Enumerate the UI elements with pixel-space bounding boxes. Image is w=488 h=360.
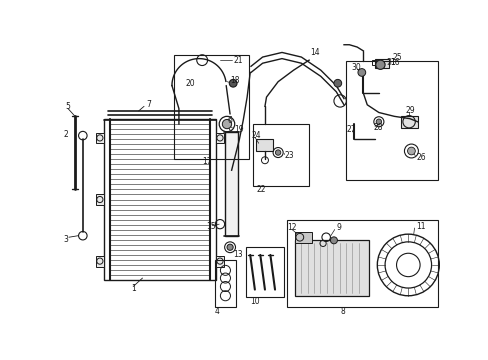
Circle shape <box>330 237 337 244</box>
Text: 11: 11 <box>415 222 425 231</box>
Circle shape <box>357 69 365 76</box>
Text: 16: 16 <box>390 58 399 67</box>
Text: 8: 8 <box>340 307 344 316</box>
Text: 18: 18 <box>230 76 239 85</box>
Text: 1: 1 <box>131 284 135 293</box>
Circle shape <box>375 60 384 69</box>
Circle shape <box>407 147 414 155</box>
Bar <box>96 132 103 143</box>
Circle shape <box>375 119 381 125</box>
Bar <box>225 132 237 236</box>
Text: 13: 13 <box>233 251 243 260</box>
Text: 30: 30 <box>351 63 361 72</box>
Circle shape <box>333 80 341 87</box>
Text: 31: 31 <box>386 58 395 67</box>
Bar <box>295 240 368 296</box>
Circle shape <box>222 120 231 129</box>
Text: 14: 14 <box>310 48 320 57</box>
Text: 12: 12 <box>287 224 296 233</box>
Bar <box>374 59 388 68</box>
Text: 29: 29 <box>405 107 415 116</box>
Circle shape <box>275 150 280 155</box>
Bar <box>96 194 103 205</box>
Bar <box>400 116 417 128</box>
Text: 2: 2 <box>63 130 68 139</box>
Text: 6: 6 <box>227 116 232 125</box>
Text: 17: 17 <box>202 157 211 166</box>
Circle shape <box>226 244 233 250</box>
Bar <box>216 256 224 266</box>
Text: 7: 7 <box>146 100 151 109</box>
Text: 3: 3 <box>63 235 68 244</box>
Text: 27: 27 <box>346 125 355 134</box>
Bar <box>256 139 273 151</box>
Text: 10: 10 <box>249 297 259 306</box>
Text: 28: 28 <box>373 123 382 132</box>
Text: 9: 9 <box>336 224 341 233</box>
Bar <box>173 55 249 159</box>
Bar <box>287 220 437 307</box>
Text: 20: 20 <box>185 79 194 88</box>
Text: 5: 5 <box>65 102 70 111</box>
Bar <box>245 247 284 297</box>
Text: 23: 23 <box>284 151 293 160</box>
Text: 22: 22 <box>256 185 265 194</box>
Text: 21: 21 <box>233 56 242 65</box>
Circle shape <box>229 80 237 87</box>
Bar <box>214 260 236 307</box>
Bar <box>371 60 376 65</box>
Bar <box>295 232 311 243</box>
Text: 26: 26 <box>415 153 425 162</box>
Bar <box>216 132 224 143</box>
Text: 19: 19 <box>233 125 243 134</box>
Bar <box>346 61 437 180</box>
Bar <box>253 124 308 186</box>
Text: 15: 15 <box>205 222 215 231</box>
Text: 25: 25 <box>392 53 402 62</box>
Bar <box>103 119 216 280</box>
Text: 24: 24 <box>250 131 260 140</box>
Bar <box>96 256 103 266</box>
Text: 4: 4 <box>214 307 219 316</box>
